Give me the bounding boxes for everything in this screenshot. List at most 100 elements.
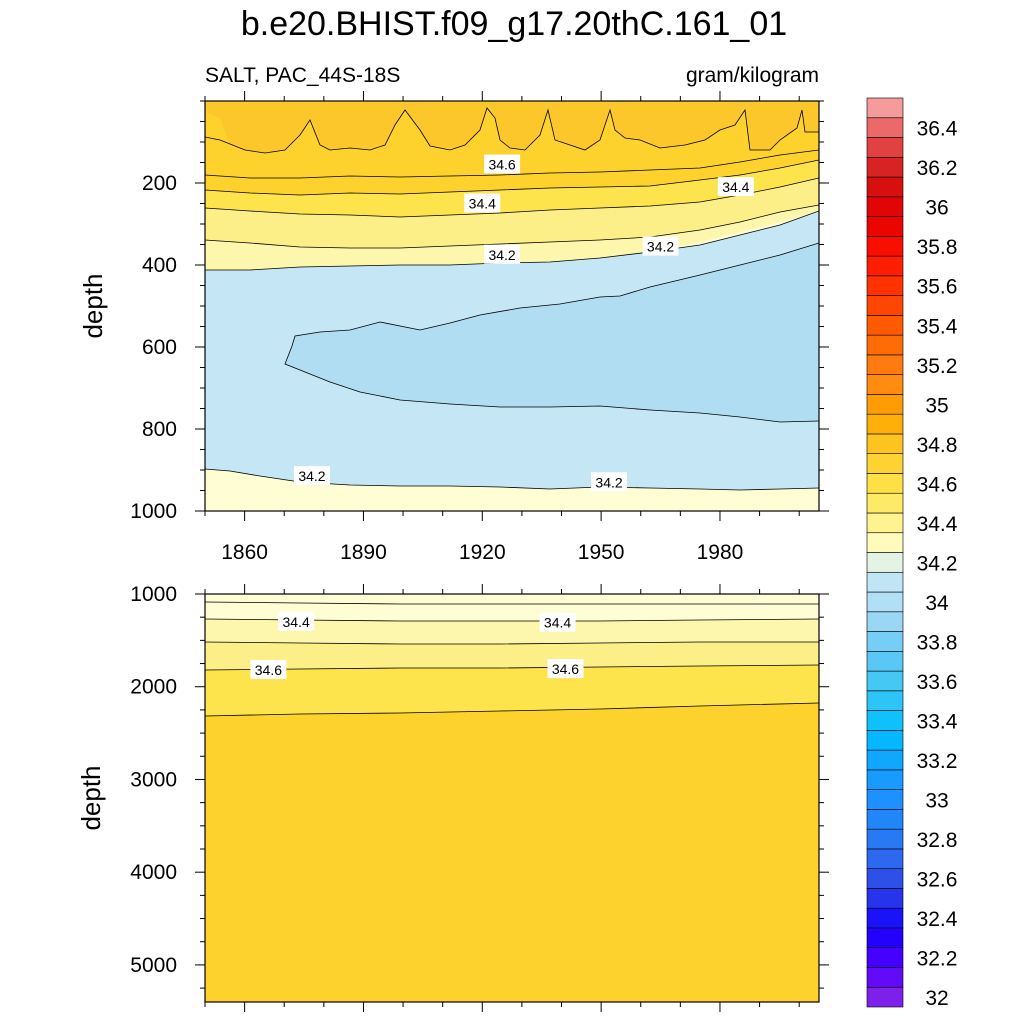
contour-label-text: 34.2 [595, 474, 622, 490]
colorbar-segment [866, 907, 904, 929]
colorbar-segment [866, 651, 904, 672]
contour-label: 34.2 [642, 236, 679, 256]
contour-label-text: 34.6 [552, 661, 579, 677]
y-tick-label: 1000 [130, 583, 177, 606]
contour-labels-lower: 34.4 34.4 34.6 34.6 [250, 611, 584, 680]
colorbar-label: 32 [925, 987, 948, 1010]
colorbar-label: 32.6 [917, 869, 958, 892]
contour-label-text: 34.4 [282, 614, 309, 630]
contour-label-bg [250, 660, 287, 680]
colorbar-segment [866, 967, 904, 988]
lower-plot-frame [204, 593, 820, 1003]
colorbar-label: 32.8 [917, 829, 958, 852]
colorbar-segment [866, 591, 904, 613]
contour-label: 34.2 [591, 472, 628, 492]
variable-label: SALT, PAC_44S-18S [205, 64, 400, 87]
colorbar-segment [866, 117, 904, 138]
colorbar-segment [866, 176, 904, 198]
contour-label-bg [484, 244, 521, 264]
x-axis-lower [204, 584, 800, 1012]
contour-label-text: 34.6 [488, 157, 515, 173]
chart-title: b.e20.BHIST.f09_g17.20thC.161_01 [241, 5, 787, 43]
colorbar-segment [866, 413, 904, 435]
colorbar-label: 35.2 [917, 355, 958, 378]
colorbar-label: 33.2 [917, 750, 958, 773]
y-axis-upper: 200 400 600 800 1000 [130, 100, 829, 523]
contour-label-text: 34.4 [544, 615, 571, 631]
x-tick-label: 1980 [697, 541, 744, 564]
colorbar-label: 33.4 [917, 710, 958, 733]
colorbar-label: 33.6 [917, 671, 958, 694]
colorbar-segment [866, 315, 904, 336]
y-tick-label: 800 [142, 418, 177, 441]
colorbar-label: 36.2 [917, 157, 958, 180]
colorbar-segment [866, 97, 904, 119]
lower-panel: 34.4 34.4 34.6 34.6 1000 2000 3000 4000 5000 [130, 583, 829, 1012]
colorbar-segment [866, 216, 904, 237]
colorbar-segment [866, 156, 904, 178]
contour-labels-upper: 34.6 34.4 34.4 34.2 34.2 34.2 34.2 [293, 154, 754, 492]
colorbar-label: 35.6 [917, 276, 958, 299]
colorbar-segment [866, 512, 904, 534]
y-tick-label: 200 [142, 172, 177, 195]
x-tick-label: 1920 [459, 541, 506, 564]
contour-label-text: 34.4 [469, 196, 496, 212]
x-axis-upper: 1860 1890 1920 1950 1980 [204, 91, 800, 564]
colorbar-label: 35.8 [917, 236, 958, 259]
contour-label-bg [539, 612, 576, 632]
contour-label: 34.6 [484, 154, 521, 174]
colorbar-label: 32.4 [917, 908, 958, 931]
colorbar-segment [866, 730, 904, 751]
colorbar-segment [866, 374, 904, 395]
contour-label-text: 34.2 [647, 239, 674, 255]
contour-label: 34.4 [278, 611, 315, 631]
colorbar-label: 34.4 [917, 513, 958, 536]
colorbar-segment [866, 690, 904, 711]
colorbar-segment [866, 255, 904, 277]
colorbar-segment [866, 888, 904, 909]
upper-panel: 34.6 34.4 34.4 34.2 34.2 34.2 34.2 1860 1890 192… [130, 91, 829, 564]
contour-label-bg [293, 466, 330, 486]
colorbar-segment [866, 275, 904, 296]
colorbar-segment [866, 137, 904, 158]
colorbar-label: 33 [925, 790, 948, 813]
x-tick-label: 1890 [340, 541, 387, 564]
colorbar-segment [866, 532, 904, 553]
colorbar-label: 35 [925, 394, 948, 417]
y-axis-lower: 1000 2000 3000 4000 5000 [130, 583, 829, 989]
colorbar-segment [866, 789, 904, 810]
colorbar-label: 34 [925, 592, 949, 615]
colorbar: 32 32.2 32.4 32.6 32.8 33 33.2 33.4 33.6 33.8 34 34… [866, 97, 958, 1010]
colorbar-label: 34.8 [917, 434, 958, 457]
contour-label-bg [278, 611, 315, 631]
x-tick-label: 1950 [578, 541, 625, 564]
colorbar-segment [866, 848, 904, 869]
colorbar-segment [866, 552, 904, 573]
colorbar-label: 36 [925, 197, 948, 220]
contour-label: 34.4 [717, 177, 754, 197]
contour-label-bg [717, 177, 754, 197]
contour-label-text: 34.2 [488, 247, 515, 263]
contour-label-text: 34.2 [298, 468, 325, 484]
colorbar-label: 34.2 [917, 552, 958, 575]
colorbar-segment [866, 828, 904, 850]
contour-label: 34.4 [464, 193, 501, 213]
colorbar-segment [866, 236, 904, 257]
contour-label: 34.6 [547, 659, 584, 679]
colorbar-segment [866, 196, 904, 217]
contour-label-bg [591, 472, 628, 492]
contour-label-bg [547, 659, 584, 679]
contour-label-text: 34.6 [255, 662, 282, 678]
y-axis-label-lower: depth [76, 765, 106, 830]
contour-lines-upper [205, 107, 819, 491]
colorbar-label: 34.6 [917, 473, 958, 496]
colorbar-segment [866, 710, 904, 731]
colorbar-segment [866, 453, 904, 474]
colorbar-segment [866, 611, 904, 632]
y-tick-label: 400 [142, 254, 177, 277]
y-tick-label: 5000 [130, 954, 177, 977]
colorbar-label: 33.8 [917, 631, 958, 654]
colorbar-segment [866, 433, 904, 454]
colorbar-segment [866, 394, 904, 415]
colorbar-segment [866, 492, 904, 514]
